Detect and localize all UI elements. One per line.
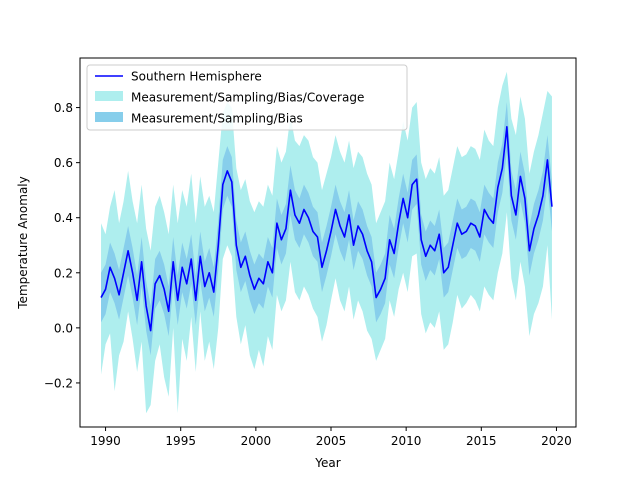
x-tick-label: 2010 <box>391 434 422 448</box>
x-axis-label: Year <box>314 456 340 470</box>
x-tick-label: 1995 <box>165 434 196 448</box>
y-tick-label: −0.2 <box>44 376 73 390</box>
legend-label-southern-hemisphere: Southern Hemisphere <box>131 70 262 84</box>
legend-box <box>86 64 408 131</box>
x-tick-label: 2020 <box>541 434 572 448</box>
x-tick-label: 2005 <box>316 434 347 448</box>
y-tick-label: 0.4 <box>54 211 73 225</box>
legend: Southern Hemisphere Measurement/Sampling… <box>86 64 408 131</box>
y-tick-label: 0.2 <box>54 266 73 280</box>
x-axis: 1990 1995 2000 2005 2010 2015 2020 <box>90 427 572 448</box>
series-lines <box>100 126 553 332</box>
y-axis: −0.2 0.0 0.2 0.4 0.6 0.8 <box>44 101 80 390</box>
southern-hemisphere-line <box>100 126 553 332</box>
x-tick-label: 1990 <box>90 434 121 448</box>
x-tick-label: 2015 <box>466 434 497 448</box>
y-tick-label: 0.0 <box>54 321 73 335</box>
legend-label-coverage-band: Measurement/Sampling/Bias/Coverage <box>131 91 364 105</box>
legend-inner-band-swatch <box>95 112 123 122</box>
legend-outer-band-swatch <box>95 91 123 101</box>
plot-frame <box>79 57 577 428</box>
y-axis-label: Temperature Anomaly <box>16 176 30 309</box>
y-tick-label: 0.8 <box>54 101 73 115</box>
legend-label-bias-band: Measurement/Sampling/Bias <box>131 112 303 126</box>
x-tick-label: 2000 <box>241 434 272 448</box>
y-tick-label: 0.6 <box>54 156 73 170</box>
